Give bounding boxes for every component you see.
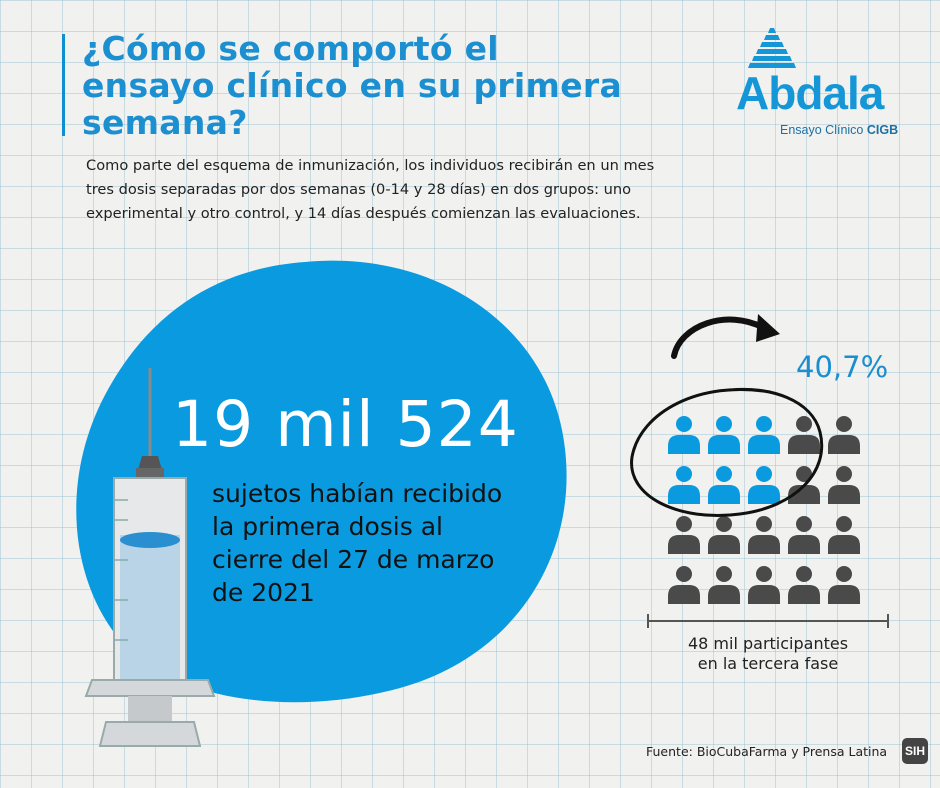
person-icon [748, 566, 780, 604]
person-icon [748, 516, 780, 554]
publisher-badge: SIH [902, 738, 928, 764]
participants-axis [647, 614, 889, 628]
person-icon-highlighted [708, 416, 740, 454]
person-icon [788, 466, 820, 504]
person-icon [788, 416, 820, 454]
person-icon-highlighted [668, 466, 700, 504]
abdala-logo: Abdala Ensayo Clínico CIGB [736, 28, 906, 137]
person-icon [668, 566, 700, 604]
person-icon [708, 566, 740, 604]
logo-wordmark: Abdala [736, 67, 884, 119]
person-icon [828, 516, 860, 554]
logo-subtitle: Ensayo Clínico CIGB [780, 123, 899, 137]
intro-paragraph: Como parte del esquema de inmunización, … [86, 157, 655, 222]
participants-grid [668, 416, 860, 604]
percentage-label: 40,7% [796, 350, 889, 384]
person-icon [828, 416, 860, 454]
vaccine-vial-logo-icon [748, 28, 796, 68]
person-icon-highlighted [748, 416, 780, 454]
curved-arrow-icon [671, 314, 780, 359]
person-icon [708, 516, 740, 554]
participants-caption: 48 mil participantes en la tercera fase [687, 634, 849, 673]
stat-caption: sujetos habían recibido la primera dosis… [212, 479, 503, 607]
page-title: ¿Cómo se comportó el ensayo clínico en s… [82, 29, 623, 142]
person-icon [788, 516, 820, 554]
title-accent-bar [62, 34, 65, 136]
person-icon [828, 466, 860, 504]
source-note: Fuente: BioCubaFarma y Prensa Latina [646, 744, 888, 759]
person-icon-highlighted [748, 466, 780, 504]
person-icon [788, 566, 820, 604]
person-icon [668, 516, 700, 554]
person-icon-highlighted [668, 416, 700, 454]
person-icon [828, 566, 860, 604]
person-icon-highlighted [708, 466, 740, 504]
highlight-circle-icon [630, 387, 824, 517]
stat-value: 19 mil 524 [172, 388, 519, 461]
